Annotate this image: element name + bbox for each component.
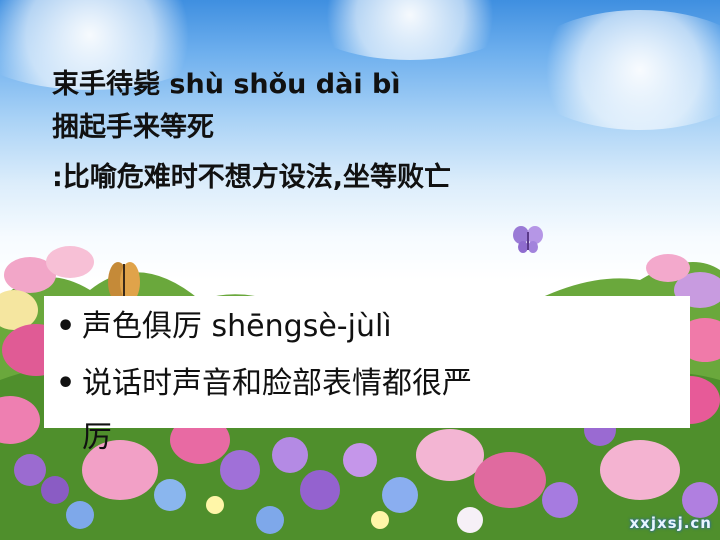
idiom-meaning: :比喻危难时不想方设法,坐等败亡: [52, 162, 452, 193]
bullet-text-continuation: 厉: [82, 420, 112, 455]
bullet-marker: •: [56, 366, 76, 401]
flower-band-bottom: [66, 416, 578, 534]
bullet-marker: •: [56, 309, 76, 344]
bullet-text-meaning: 说话时声音和脸部表情都很严: [82, 366, 472, 401]
site-watermark: xxjxsj.cn: [629, 514, 712, 532]
butterfly-orange: [108, 262, 140, 302]
cloud: [520, 10, 720, 130]
callout-box: [44, 296, 690, 428]
bullet-text-idiom: 声色俱厉 shēngsè-jùlì: [82, 309, 392, 344]
idiom-literal-gloss: 捆起手来等死: [52, 112, 214, 143]
idiom-title: 束手待毙 shù shǒu dài bì: [52, 69, 401, 100]
butterfly-purple: [513, 226, 543, 253]
